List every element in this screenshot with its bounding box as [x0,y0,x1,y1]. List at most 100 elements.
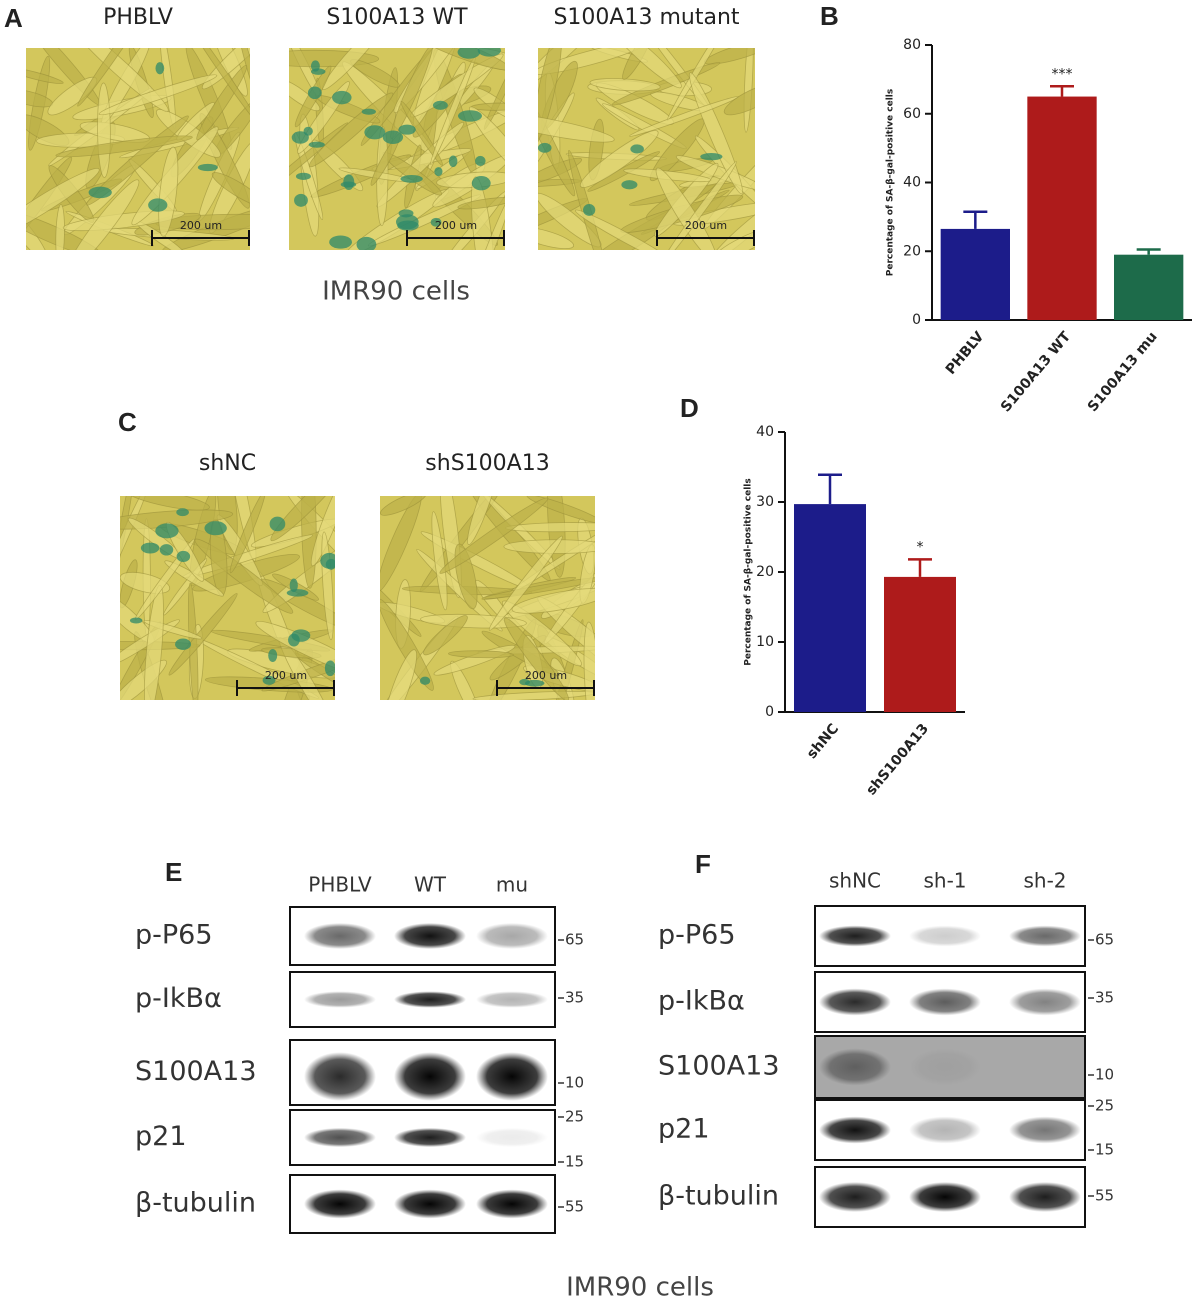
y-tick-label: 60 [903,106,921,122]
cell [468,195,505,250]
row-label: p-IkBα [658,986,745,1017]
lane-label: shNC [829,869,881,893]
stain [356,236,377,250]
marker-label: 55 [1095,1187,1114,1205]
y-tick-label: 0 [912,312,921,328]
stain [288,633,300,647]
cell [380,496,422,592]
x-tick-label: S100A13 mu [1085,329,1161,415]
bar [940,228,1010,320]
panel-letter: F [695,849,711,879]
marker-label: 35 [1095,989,1114,1007]
micrograph [538,48,755,250]
stain [159,544,174,556]
cell [55,204,65,250]
y-tick-label: 80 [903,37,921,53]
cell [501,600,582,667]
lane-label: sh-2 [1023,869,1066,893]
cell [448,650,514,659]
stain [269,516,286,532]
cell [270,496,335,542]
stain [294,193,308,207]
stain [475,155,486,167]
band [394,991,466,1008]
marker-label: 65 [1095,931,1114,949]
cell [450,660,481,700]
marker-label: 65 [565,931,584,949]
stain [332,90,352,105]
cell [538,157,583,185]
bar [1027,96,1097,320]
stain [382,130,404,144]
cell [583,621,595,700]
cell [322,48,389,91]
caption: IMR90 cells [566,1273,714,1302]
cell [538,226,575,250]
stain [477,48,501,57]
band [394,1189,466,1219]
stain [289,578,298,593]
stain [583,204,596,216]
band [819,1048,891,1086]
cell [237,48,250,102]
cell [689,72,743,195]
stain [311,68,326,75]
stain [176,508,189,517]
y-tick-label: 20 [903,243,921,259]
bar [884,576,956,712]
stain [434,167,443,177]
band [819,1116,891,1144]
panel-letter: D [680,393,699,423]
stain [129,617,143,624]
band [1009,925,1081,947]
stain [176,550,191,563]
image-label: S100A13 WT [326,5,468,30]
stain [307,86,322,100]
cell [723,82,755,116]
stain [621,180,638,190]
lane-label: PHBLV [308,873,372,897]
marker-label: 15 [565,1153,584,1171]
band [1009,1116,1081,1144]
marker-label: 55 [565,1198,584,1216]
stain [329,235,352,249]
cell [511,588,595,614]
band [394,922,466,950]
y-tick-label: 40 [903,175,921,191]
scale-label: 200 um [265,669,307,682]
y-axis-label: Percentage of SA-β-gal-positive cells [886,89,896,277]
stain [361,108,376,115]
panel-letter: E [165,857,182,887]
band [304,1127,376,1148]
image-label: S100A13 mutant [553,5,739,30]
x-tick-label: S100A13 WT [998,329,1074,416]
y-tick-label: 40 [756,424,774,440]
band [476,991,548,1008]
cell [467,496,499,546]
row-label: p-P65 [658,920,736,951]
cell [457,197,505,210]
marker-label: 25 [1095,1097,1114,1115]
y-tick-label: 10 [756,634,774,650]
cell [310,496,335,567]
band [909,988,981,1016]
significance: *** [1052,66,1073,82]
band [476,922,548,950]
band [394,1052,466,1101]
marker-label: 35 [565,989,584,1007]
cell [55,135,193,158]
cell [261,645,335,692]
stain [155,523,179,539]
stain [88,186,112,199]
stain [419,676,431,685]
stain [457,48,481,59]
scale-label: 200 um [525,669,567,682]
y-tick-label: 30 [756,494,774,510]
micrograph [26,48,250,250]
band [819,1182,891,1212]
cell [384,649,417,700]
cell [488,535,563,631]
stain [175,638,192,650]
x-tick-label: shS100A13 [863,721,932,799]
